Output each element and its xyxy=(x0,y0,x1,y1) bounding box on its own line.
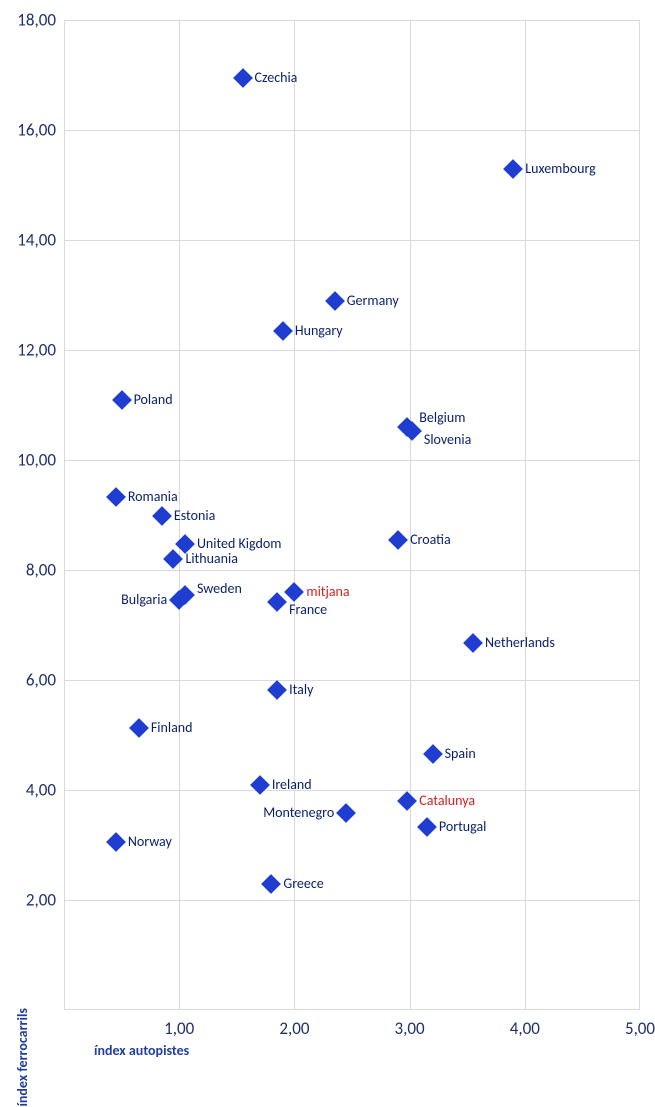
grid-h xyxy=(64,900,640,901)
y-tick-label: 18,00 xyxy=(17,10,56,31)
label-estonia: Estonia xyxy=(174,508,215,523)
grid-v xyxy=(410,20,411,1010)
grid-h xyxy=(64,570,640,571)
y-axis-label: índex ferrocarrils xyxy=(14,1008,31,1107)
grid-h xyxy=(64,130,640,131)
y-tick-label: 12,00 xyxy=(17,340,56,361)
x-axis-label: índex autopistes xyxy=(94,1042,189,1059)
y-tick-label: 4,00 xyxy=(26,780,56,801)
label-croatia: Croatia xyxy=(410,532,451,547)
grid-h xyxy=(64,790,640,791)
label-united-kigdom: United Kigdom xyxy=(197,536,281,551)
label-belgium: Belgium xyxy=(419,410,465,425)
y-tick-label: 2,00 xyxy=(26,890,56,911)
x-tick-label: 5,00 xyxy=(625,1018,655,1039)
x-tick-label: 2,00 xyxy=(279,1018,309,1039)
label-catalunya: Catalunya xyxy=(419,793,475,808)
y-tick-label: 14,00 xyxy=(17,230,56,251)
grid-h xyxy=(64,460,640,461)
label-hungary: Hungary xyxy=(295,323,343,338)
label-poland: Poland xyxy=(134,392,173,407)
label-montenegro: Montenegro xyxy=(263,805,334,820)
label-mitjana: mitjana xyxy=(306,584,349,599)
label-slovenia: Slovenia xyxy=(424,432,471,447)
y-tick-label: 8,00 xyxy=(26,560,56,581)
label-france: France xyxy=(289,602,327,617)
x-tick-label: 4,00 xyxy=(510,1018,540,1039)
label-germany: Germany xyxy=(347,293,399,308)
label-bulgaria: Bulgaria xyxy=(121,592,167,607)
x-tick-label: 3,00 xyxy=(395,1018,425,1039)
label-portugal: Portugal xyxy=(439,819,487,834)
y-tick-label: 10,00 xyxy=(17,450,56,471)
scatter-chart: 1,00 2,00 3,00 4,00 5,00 2,00 4,00 6,00 8,00 10,0… xyxy=(0,0,655,1072)
label-norway: Norway xyxy=(128,834,172,849)
grid-v xyxy=(294,20,295,1010)
label-lithuania: Lithuania xyxy=(185,551,237,566)
grid-h xyxy=(64,350,640,351)
label-finland: Finland xyxy=(151,720,193,735)
label-czechia: Czechia xyxy=(255,70,298,85)
label-spain: Spain xyxy=(445,746,476,761)
grid-h xyxy=(64,680,640,681)
y-tick-label: 6,00 xyxy=(26,670,56,691)
grid-h xyxy=(64,240,640,241)
x-tick-label: 1,00 xyxy=(164,1018,194,1039)
label-romania: Romania xyxy=(128,489,178,504)
label-luxembourg: Luxembourg xyxy=(525,161,595,176)
label-ireland: Ireland xyxy=(272,777,312,792)
label-greece: Greece xyxy=(283,876,323,891)
label-sweden: Sweden xyxy=(197,581,242,596)
label-italy: Italy xyxy=(289,682,313,697)
y-tick-label: 16,00 xyxy=(17,120,56,141)
label-netherlands: Netherlands xyxy=(485,635,555,650)
